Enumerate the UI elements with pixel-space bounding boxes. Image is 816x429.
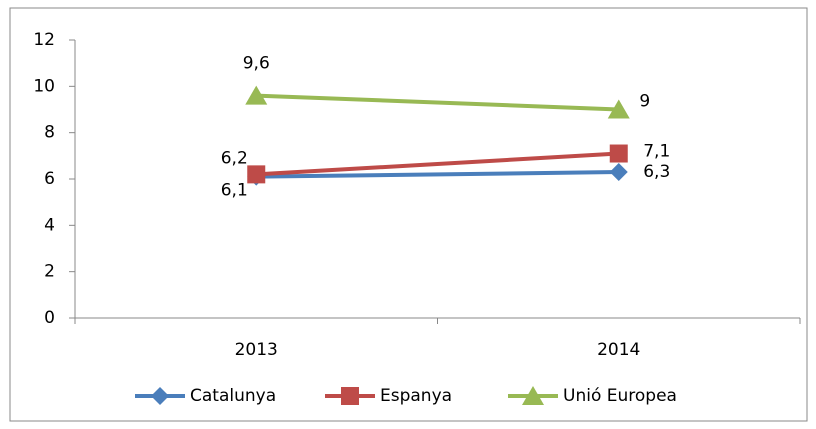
- legend-marker: [522, 386, 544, 405]
- y-tick-label: 2: [44, 262, 55, 282]
- y-tick-label: 4: [44, 215, 55, 235]
- series-line: [256, 170, 619, 179]
- data-point: [245, 85, 268, 105]
- data-point: [247, 165, 266, 184]
- data-label: 9,6: [243, 54, 270, 74]
- data-label: 9: [639, 92, 650, 112]
- series-line: [256, 93, 619, 112]
- y-tick-label: 10: [33, 76, 55, 96]
- data-label: 6,1: [221, 181, 248, 201]
- chart-border: [9, 7, 808, 422]
- x-tick-label: 2014: [597, 340, 640, 360]
- data-label: 6,3: [643, 162, 670, 182]
- data-label: 6,2: [221, 148, 248, 168]
- y-tick-label: 6: [44, 169, 55, 189]
- series-line: [256, 151, 619, 177]
- legend-label: Catalunya: [190, 386, 276, 406]
- legend-marker: [341, 387, 359, 405]
- y-tick-label: 8: [44, 123, 55, 143]
- legend-marker: [151, 387, 169, 405]
- y-tick-label: 12: [33, 30, 55, 50]
- data-point: [609, 144, 628, 163]
- data-point: [609, 163, 628, 182]
- legend-label: Unió Europea: [563, 386, 677, 406]
- data-point: [607, 99, 630, 119]
- y-tick-label: 0: [44, 308, 55, 328]
- x-tick-label: 2013: [235, 340, 278, 360]
- legend-label: Espanya: [380, 386, 452, 406]
- data-label: 7,1: [643, 142, 670, 162]
